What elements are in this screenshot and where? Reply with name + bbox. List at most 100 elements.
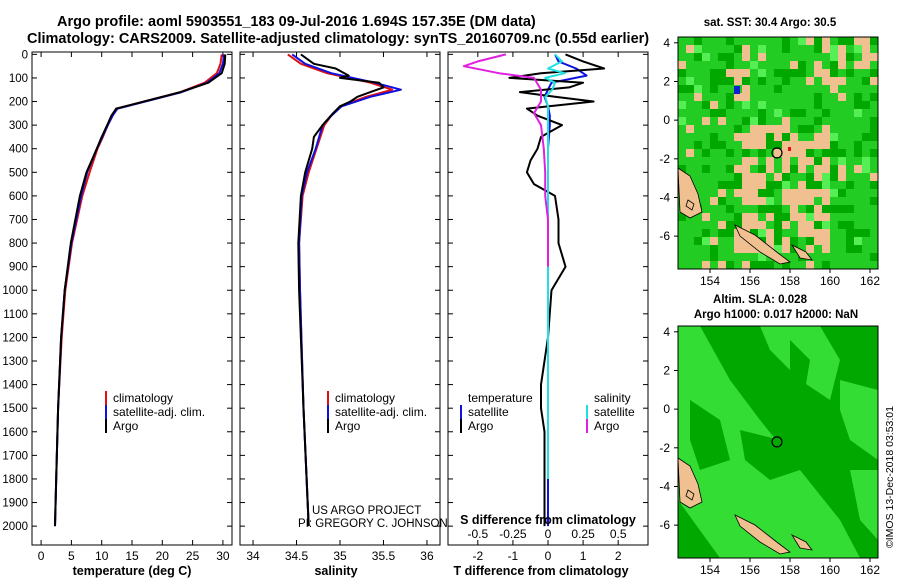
sst-cell [718, 109, 726, 117]
sst-cell [814, 165, 822, 173]
map-x-tick-label: 160 [820, 563, 840, 577]
salinity-lines [287, 53, 402, 527]
sst-cell [774, 109, 782, 117]
sst-cell [870, 253, 878, 261]
sst-cell [734, 133, 742, 141]
sst-cell [710, 85, 718, 93]
sst-cell [838, 45, 846, 53]
sal-legend-climatology: climatology [335, 391, 395, 405]
sst-cell [790, 189, 798, 197]
sst-cell [814, 221, 822, 229]
sst-cell [782, 181, 790, 189]
s-tick-label: 0.25 [571, 527, 595, 541]
credit-pi: PI: GREGORY C. JOHNSON [298, 518, 448, 530]
sst-cell [806, 157, 814, 165]
sst-cell [806, 197, 814, 205]
credit-project: US ARGO PROJECT [312, 505, 421, 517]
sst-land-solomon-2 [790, 244, 813, 261]
sst-cell [766, 237, 774, 245]
sst-cell [774, 173, 782, 181]
x-tick-label: 15 [125, 549, 139, 563]
map-y-tick-label: 0 [663, 402, 670, 416]
sst-cell [742, 197, 750, 205]
sst-cell [718, 53, 726, 61]
sst-cell [702, 165, 710, 173]
sst-cell [790, 205, 798, 213]
sst-cell [750, 125, 758, 133]
map-x-tick-label: 154 [700, 274, 720, 288]
sst-cell [758, 261, 766, 269]
sst-cell [678, 213, 686, 221]
sst-cell [854, 229, 862, 237]
sst-cell [854, 237, 862, 245]
sst-cell [830, 133, 838, 141]
sst-cell [822, 173, 830, 181]
sst-cell [870, 181, 878, 189]
sst-cell [750, 141, 758, 149]
sst-cell [846, 237, 854, 245]
sst-cell [750, 173, 758, 181]
sst-cell [870, 149, 878, 157]
depth-tick-label: 600 [9, 191, 28, 203]
sst-cell [726, 77, 734, 85]
sst-cell [742, 189, 750, 197]
sst-cell [822, 221, 830, 229]
sst-cell-red [788, 147, 791, 151]
sst-cell [742, 261, 750, 269]
sst-cell [742, 141, 750, 149]
sst-cell-blue [734, 86, 740, 94]
temperature-ticks: 0 5 10 15 20 25 30 [32, 52, 232, 563]
x-tick-label: 35 [333, 549, 347, 563]
sst-cell [870, 69, 878, 77]
sst-cell [726, 93, 734, 101]
depth-tick-label: 0 [22, 49, 28, 61]
sst-cell [806, 149, 814, 157]
map-x-tick-label: 162 [860, 274, 880, 288]
sla-map: 154 156 158 160 162 4 2 0 -2 -4 -6 [659, 325, 880, 577]
sst-cell [702, 213, 710, 221]
sst-cell [702, 261, 710, 269]
salinity-legend: climatology satellite-adj. clim. Argo [327, 391, 427, 433]
sst-cell [822, 77, 830, 85]
sst-cell [718, 141, 726, 149]
sst-cell [862, 53, 870, 61]
sst-cell [846, 69, 854, 77]
sst-cell [854, 61, 862, 69]
x-tick-label: 35.5 [372, 549, 396, 563]
map-y-tick-label: -6 [659, 518, 670, 532]
sst-cell [838, 61, 846, 69]
x-tick-label: 2 [615, 549, 622, 563]
sst-cell [798, 221, 806, 229]
sla-land-papua [678, 457, 703, 509]
sst-cell [782, 77, 790, 85]
sst-cell [782, 165, 790, 173]
sst-cell [774, 69, 782, 77]
sst-cell [750, 157, 758, 165]
depth-tick-label: 1600 [2, 427, 28, 439]
sst-cell [814, 189, 822, 197]
sst-cell [806, 181, 814, 189]
sst-cell [870, 53, 878, 61]
sst-cell [806, 237, 814, 245]
sst-cell [814, 157, 822, 165]
sst-cell [718, 261, 726, 269]
sla-field-band-7 [850, 470, 878, 540]
sst-cell [870, 117, 878, 125]
sst-cell [734, 173, 742, 181]
sst-cell [710, 77, 718, 85]
sla-map-field [678, 326, 878, 558]
depth-tick-label: 200 [9, 97, 28, 109]
sst-cell [750, 221, 758, 229]
depth-tick-label: 100 [9, 73, 28, 85]
sst-cell [822, 237, 830, 245]
map-x-tick-label: 156 [740, 274, 760, 288]
depth-tick-label: 700 [9, 214, 28, 226]
sst-cell [782, 37, 790, 45]
depth-tick-label: 1800 [2, 474, 28, 486]
sst-cell [782, 213, 790, 221]
sst-cell [838, 37, 846, 45]
sst-cell [814, 93, 822, 101]
sst-cell [750, 189, 758, 197]
sst-cell [798, 37, 806, 45]
sst-cell [806, 261, 814, 269]
